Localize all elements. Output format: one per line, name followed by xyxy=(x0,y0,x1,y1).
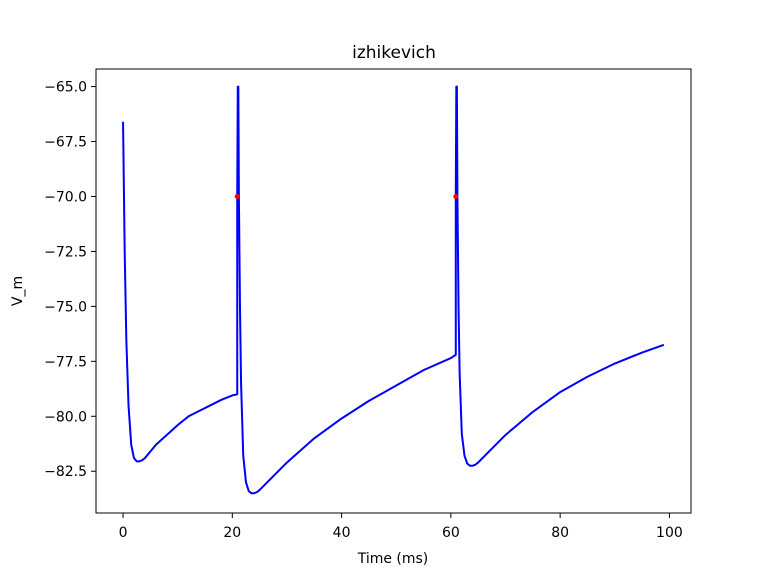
y-tick-label: −70.0 xyxy=(44,189,87,205)
x-tick-label: 60 xyxy=(442,525,460,541)
y-tick-label: −67.5 xyxy=(44,135,87,151)
y-tick-label: −72.5 xyxy=(44,244,87,260)
plot-area xyxy=(122,85,665,495)
plot-frame xyxy=(95,68,692,514)
chart-title: izhikevich xyxy=(352,43,436,63)
axis-ticks: 0 20 40 60 80 100 −65.0 −67.5 −70.0 −72.5 −75.0 −77… xyxy=(44,80,683,541)
y-tick-label: −77.5 xyxy=(44,354,87,370)
spike-marker-0 xyxy=(234,193,240,199)
x-tick-label: 100 xyxy=(656,525,683,541)
x-tick-label: 80 xyxy=(551,525,569,541)
spike-marker-1 xyxy=(453,193,459,199)
y-tick-label: −82.5 xyxy=(44,464,87,480)
y-tick-label: −65.0 xyxy=(44,80,87,96)
y-tick-label: −80.0 xyxy=(44,409,87,425)
series-line-0 xyxy=(122,85,665,495)
y-axis-label: V_m xyxy=(10,276,26,306)
x-tick-label: 0 xyxy=(119,525,128,541)
y-tick-label: −75.0 xyxy=(44,299,87,315)
x-tick-label: 20 xyxy=(223,525,241,541)
x-axis-label: Time (ms) xyxy=(357,551,429,567)
x-tick-label: 40 xyxy=(333,525,351,541)
